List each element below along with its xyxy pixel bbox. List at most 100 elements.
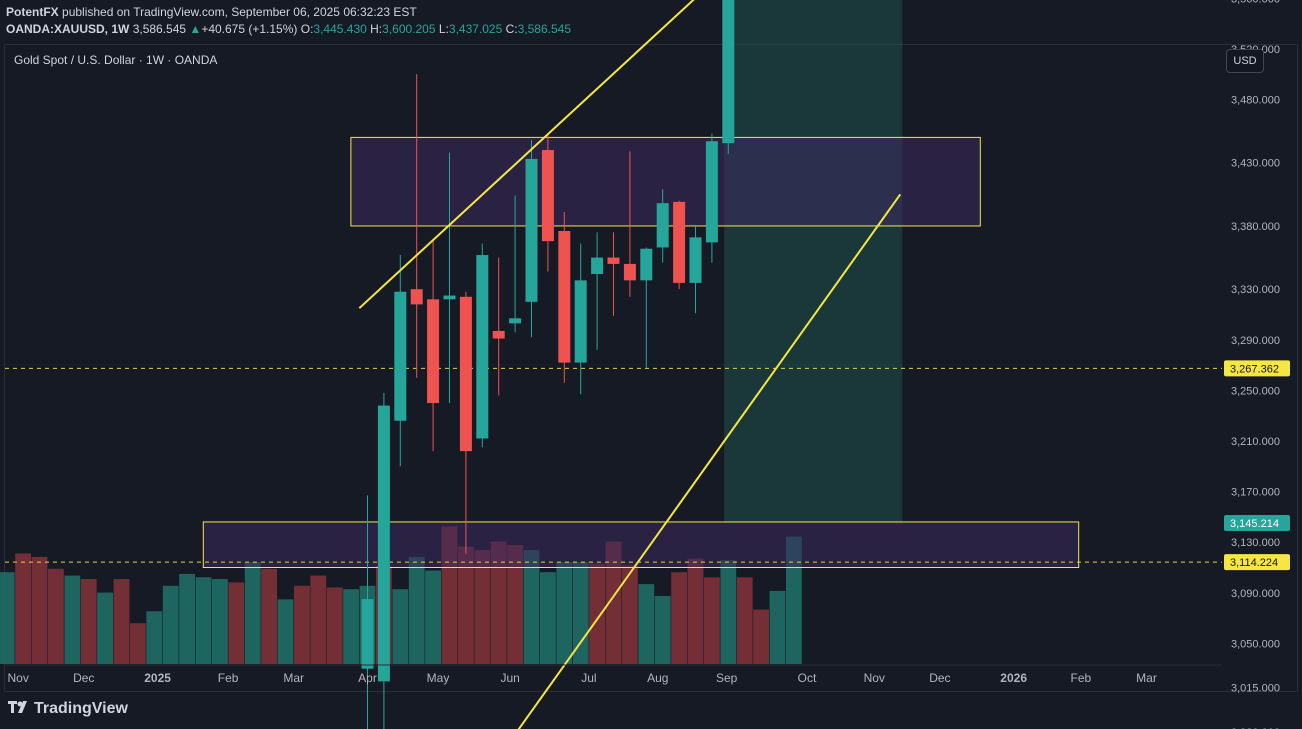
candle[interactable] <box>525 158 538 302</box>
candle[interactable] <box>476 255 489 439</box>
time-axis-label: Feb <box>218 671 239 685</box>
time-axis-label: Sep <box>716 671 738 685</box>
support-zone[interactable] <box>202 521 1080 569</box>
low-label: L: <box>438 22 449 36</box>
volume-bar <box>638 584 655 664</box>
price-axis-label: 3,015.000 <box>1231 683 1280 695</box>
volume-bar <box>80 579 97 664</box>
candle[interactable] <box>509 318 522 324</box>
volume-bar <box>162 585 179 664</box>
volume-bar <box>589 563 605 664</box>
volume-bar <box>474 550 491 664</box>
candle[interactable] <box>427 299 440 404</box>
trendline[interactable] <box>499 193 902 729</box>
candle[interactable] <box>410 289 423 305</box>
trendline[interactable] <box>358 0 736 309</box>
author-name[interactable]: PotentFX <box>6 5 59 19</box>
volume-bar <box>392 589 409 664</box>
volume-bar <box>769 590 786 664</box>
volume-bar <box>0 572 15 664</box>
close-label: C: <box>505 22 518 36</box>
time-axis-label: May <box>427 671 450 685</box>
symbol-label[interactable]: OANDA:XAUUSD, 1W <box>6 22 130 36</box>
candle[interactable] <box>361 599 374 669</box>
publish-header: PotentFX published on TradingView.com, S… <box>0 0 1302 44</box>
candle[interactable] <box>443 295 456 300</box>
price-axis-label: 3,090.000 <box>1231 588 1280 600</box>
volume-bar <box>720 560 737 664</box>
volume-bar <box>15 553 31 664</box>
brand-name: TradingView <box>34 700 128 717</box>
high-label: H: <box>370 22 383 36</box>
candle[interactable] <box>574 280 587 363</box>
price-tag-label: 3,114.224 <box>1230 557 1278 569</box>
candle[interactable] <box>623 263 636 281</box>
candle[interactable] <box>607 257 620 264</box>
publish-line: PotentFX published on TradingView.com, S… <box>6 5 417 19</box>
volume-bar <box>179 573 195 664</box>
volume-bar <box>294 585 310 664</box>
volume-bar <box>97 592 113 664</box>
candle[interactable] <box>640 248 653 281</box>
price-tag <box>1224 514 1290 531</box>
price-axis-label: 3,560.000 <box>1231 0 1280 5</box>
volume-bar <box>408 556 425 664</box>
volume-bar <box>753 609 769 664</box>
chart-frame <box>4 44 1298 692</box>
high-value: 3,600.205 <box>382 22 436 36</box>
volume-bar <box>277 599 294 664</box>
tradingview-logo-icon <box>8 700 30 716</box>
volume-bar <box>48 568 64 664</box>
price-axis-label: 3,380.000 <box>1231 221 1280 233</box>
time-axis-label: Jul <box>581 671 596 685</box>
price-axis-label: 3,050.000 <box>1231 638 1280 650</box>
volume-bar <box>507 545 523 664</box>
published-text: published on TradingView.com, September … <box>62 5 417 19</box>
candle[interactable] <box>673 201 686 283</box>
volume-bar <box>736 577 753 664</box>
price-tag-label: 3,145.214 <box>1230 518 1279 530</box>
price-axis-label: 2,980.000 <box>1231 727 1280 729</box>
volume-bar <box>556 562 573 664</box>
volume-bar <box>523 550 540 664</box>
volume-bar <box>343 589 359 664</box>
ohlc-line: OANDA:XAUUSD, 1W 3,586.545 ▲+40.675 (+1.… <box>6 22 571 36</box>
candle[interactable] <box>591 257 604 275</box>
time-axis-label: 2026 <box>1000 671 1027 685</box>
volume-bar <box>244 562 261 664</box>
price-axis-label: 3,290.000 <box>1231 335 1280 347</box>
time-axis-label: Feb <box>1071 671 1092 685</box>
time-axis-label: Mar <box>1136 671 1157 685</box>
tradingview-brand[interactable]: TradingView <box>8 700 128 718</box>
time-axis-label: 2025 <box>144 671 171 685</box>
low-value: 3,437.025 <box>448 22 503 36</box>
candle[interactable] <box>656 203 669 248</box>
candle[interactable] <box>541 150 554 242</box>
candle[interactable] <box>558 231 571 363</box>
candle[interactable] <box>492 330 505 339</box>
last-price: 3,586.545 <box>132 22 187 36</box>
volume-bar <box>31 556 48 664</box>
open-value: 3,445.430 <box>313 22 367 36</box>
volume-bar <box>490 541 507 664</box>
currency-button[interactable]: USD <box>1226 49 1264 73</box>
price-tag <box>1224 360 1290 377</box>
candle[interactable] <box>705 141 718 243</box>
time-axis-label: Aug <box>647 671 668 685</box>
candle[interactable] <box>722 0 735 144</box>
volume-bar <box>195 577 212 664</box>
volume-bar <box>212 579 228 664</box>
candle[interactable] <box>377 405 390 682</box>
price-axis-label: 3,130.000 <box>1231 537 1280 549</box>
candle[interactable] <box>459 296 472 452</box>
time-axis-label: Jun <box>501 671 520 685</box>
volume-bar <box>671 572 687 664</box>
volume-bar <box>261 568 277 664</box>
candle[interactable] <box>689 237 702 283</box>
price-tag-label: 3,267.362 <box>1230 363 1279 375</box>
take-profit-zone[interactable] <box>724 0 903 523</box>
candle[interactable] <box>394 291 407 421</box>
chart-title: Gold Spot / U.S. Dollar · 1W · OANDA <box>14 53 218 67</box>
time-axis-label: Oct <box>798 671 817 685</box>
